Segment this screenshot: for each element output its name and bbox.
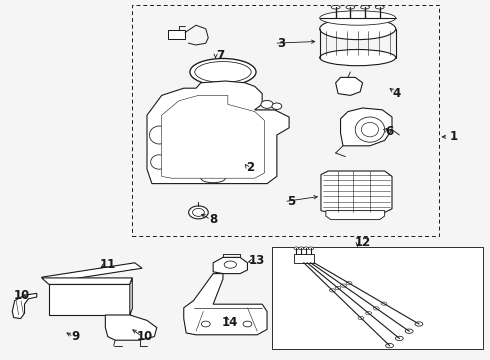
Ellipse shape xyxy=(195,62,251,82)
Ellipse shape xyxy=(331,5,340,9)
Ellipse shape xyxy=(304,247,309,250)
Ellipse shape xyxy=(361,5,369,9)
Ellipse shape xyxy=(358,316,364,320)
Ellipse shape xyxy=(201,321,210,327)
Ellipse shape xyxy=(341,284,346,287)
Ellipse shape xyxy=(243,321,252,327)
Ellipse shape xyxy=(335,287,341,289)
Ellipse shape xyxy=(299,247,304,250)
Ellipse shape xyxy=(373,307,379,310)
Ellipse shape xyxy=(346,282,352,285)
Polygon shape xyxy=(336,77,363,95)
Ellipse shape xyxy=(193,208,204,216)
Ellipse shape xyxy=(319,18,396,40)
Polygon shape xyxy=(42,278,132,284)
Polygon shape xyxy=(12,293,37,319)
Ellipse shape xyxy=(381,302,387,305)
Text: 12: 12 xyxy=(354,237,371,249)
Polygon shape xyxy=(326,211,385,220)
Ellipse shape xyxy=(261,100,273,108)
Polygon shape xyxy=(341,108,392,146)
Ellipse shape xyxy=(366,312,371,315)
Polygon shape xyxy=(162,95,265,178)
Polygon shape xyxy=(168,30,185,39)
Ellipse shape xyxy=(395,336,403,341)
Ellipse shape xyxy=(196,126,216,144)
Ellipse shape xyxy=(201,174,225,183)
Ellipse shape xyxy=(177,111,234,159)
Text: 14: 14 xyxy=(222,316,239,329)
Text: 10: 10 xyxy=(136,330,153,343)
Ellipse shape xyxy=(151,155,168,169)
Polygon shape xyxy=(184,274,267,335)
Ellipse shape xyxy=(405,329,413,333)
Ellipse shape xyxy=(149,126,169,144)
Text: 6: 6 xyxy=(386,125,393,138)
Ellipse shape xyxy=(224,261,236,268)
Text: 4: 4 xyxy=(393,87,401,100)
Text: 9: 9 xyxy=(72,330,80,343)
Polygon shape xyxy=(294,254,314,263)
Ellipse shape xyxy=(187,119,224,151)
Ellipse shape xyxy=(272,103,282,109)
Ellipse shape xyxy=(189,206,208,219)
Ellipse shape xyxy=(329,289,335,292)
Polygon shape xyxy=(213,257,247,274)
Text: 2: 2 xyxy=(246,161,254,174)
Ellipse shape xyxy=(294,247,299,250)
Ellipse shape xyxy=(375,5,384,9)
Polygon shape xyxy=(105,315,157,340)
Polygon shape xyxy=(147,81,289,184)
Ellipse shape xyxy=(319,11,396,25)
Ellipse shape xyxy=(190,58,256,85)
Polygon shape xyxy=(272,247,483,349)
Ellipse shape xyxy=(309,247,314,250)
Ellipse shape xyxy=(362,122,379,137)
Ellipse shape xyxy=(386,343,393,348)
Ellipse shape xyxy=(415,322,423,326)
Text: 8: 8 xyxy=(209,213,217,226)
Polygon shape xyxy=(49,284,130,315)
Polygon shape xyxy=(130,278,132,315)
Ellipse shape xyxy=(319,49,396,66)
Text: 11: 11 xyxy=(99,258,116,271)
Text: 10: 10 xyxy=(14,289,30,302)
Text: 3: 3 xyxy=(278,37,286,50)
Polygon shape xyxy=(42,263,142,283)
Polygon shape xyxy=(255,104,277,110)
Polygon shape xyxy=(321,171,392,212)
Text: 1: 1 xyxy=(449,130,457,143)
Ellipse shape xyxy=(355,117,385,142)
Text: 7: 7 xyxy=(217,49,224,62)
Text: 5: 5 xyxy=(288,195,295,208)
Ellipse shape xyxy=(346,5,355,9)
Text: 13: 13 xyxy=(249,255,266,267)
